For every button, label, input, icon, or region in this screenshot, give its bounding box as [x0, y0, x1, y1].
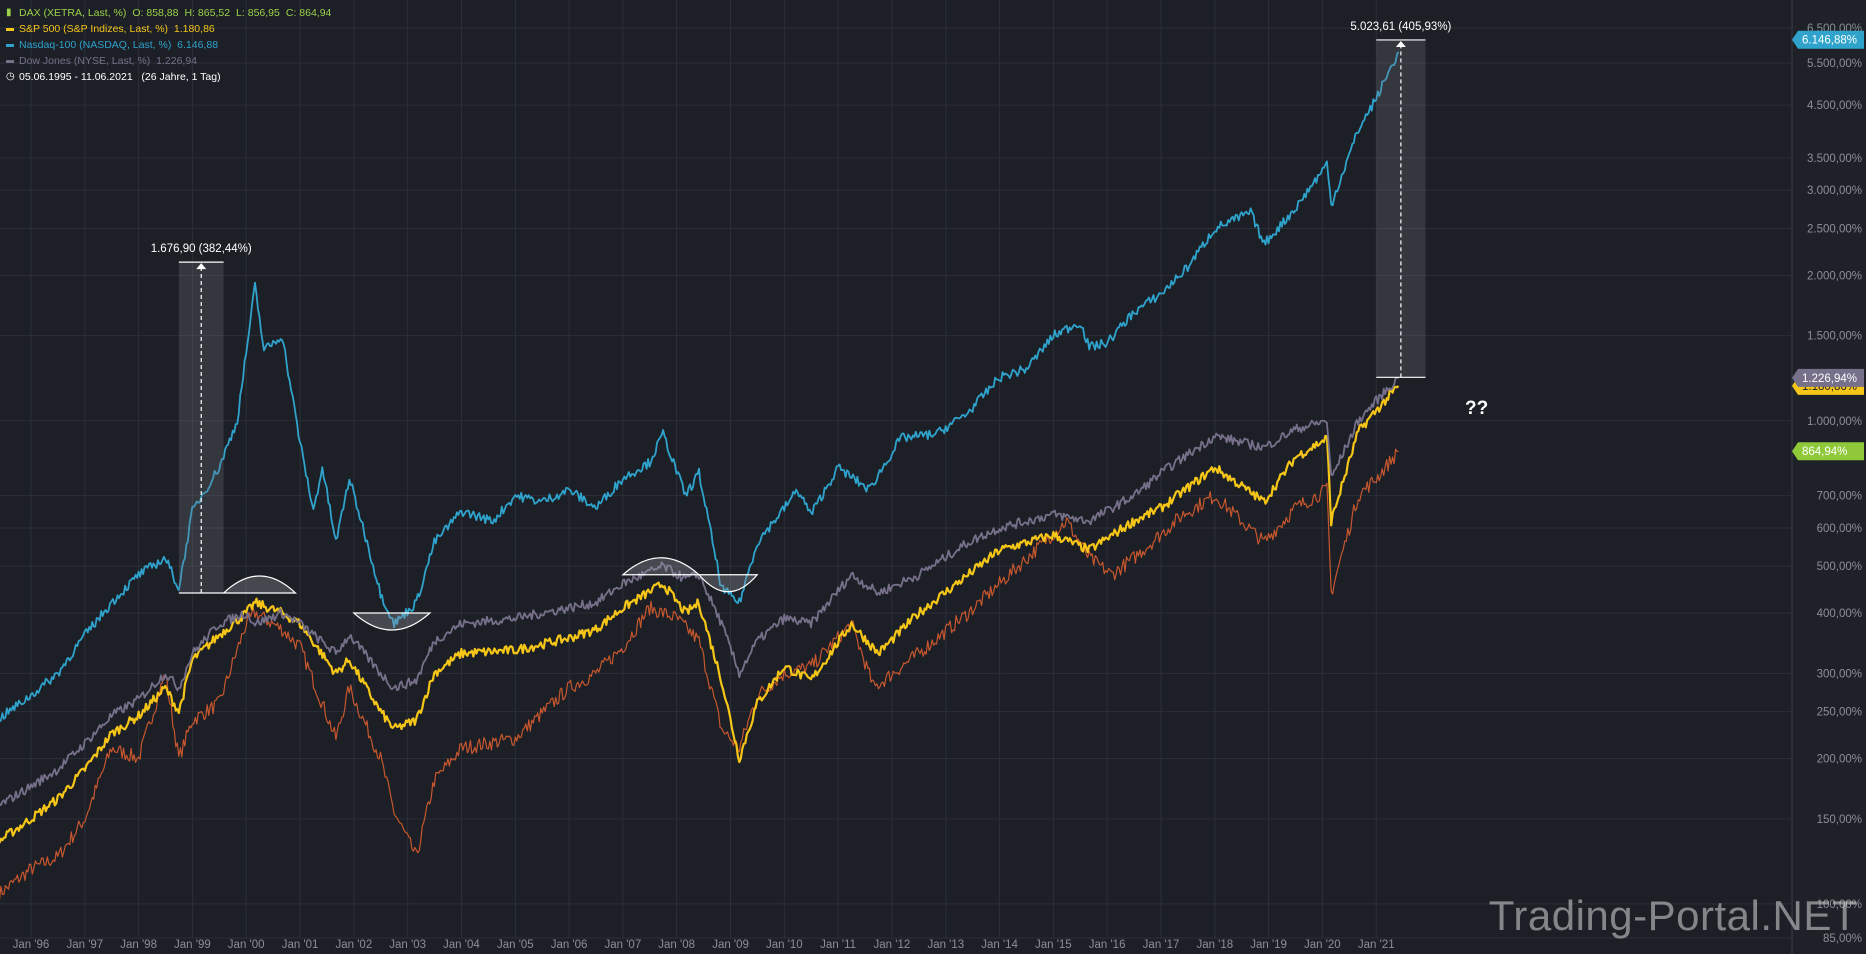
y-tick-label: 3.500,00% [1807, 153, 1862, 165]
y-tick-label: 150,00% [1817, 814, 1862, 826]
x-tick-label: Jan '15 [1035, 939, 1072, 951]
legend-range-span: (26 Jahre, 1 Tag) [141, 71, 221, 83]
y-tick-label: 500,00% [1817, 561, 1862, 573]
y-tick-label: 200,00% [1817, 753, 1862, 765]
x-tick-label: Jan '13 [927, 939, 964, 951]
x-tick-label: Jan '09 [712, 939, 749, 951]
legend-dow-value: 1.226,94 [156, 55, 198, 67]
legend-dow[interactable]: Dow Jones (NYSE, Last, %) 1.226,94 [6, 53, 331, 69]
series-line-dax [0, 448, 1399, 902]
legend-dax-c: 864,94 [299, 7, 332, 19]
range-arrow-head [196, 263, 207, 270]
x-tick-label: Jan '16 [1089, 939, 1126, 951]
pattern-arc [697, 574, 759, 593]
x-tick-label: Jan '01 [282, 939, 319, 951]
x-tick-label: Jan '97 [66, 939, 103, 951]
x-tick-label: Jan '17 [1143, 939, 1180, 951]
x-tick-label: Jan '12 [874, 939, 911, 951]
legend-dax-l-label: L: [236, 7, 245, 19]
price-tag [1792, 442, 1864, 461]
pattern-arc [222, 575, 298, 594]
candlestick-icon: ▮ [6, 7, 12, 18]
legend-dax-o-label: O: [132, 7, 144, 19]
x-tick-label: Jan '02 [336, 939, 373, 951]
nasdaq-swatch-icon [6, 43, 14, 47]
price-tag-label: 6.146,88% [1802, 35, 1857, 47]
y-tick-label: 300,00% [1817, 668, 1862, 680]
x-tick-label: Jan '05 [497, 939, 534, 951]
clock-icon: ◷ [6, 71, 15, 82]
y-tick-label: 100,00% [1817, 899, 1862, 911]
legend-dax-c-label: C: [285, 7, 297, 19]
dow-swatch-icon [6, 59, 14, 63]
y-tick-label: 400,00% [1817, 608, 1862, 620]
price-tag [1792, 30, 1864, 49]
y-tick-label: 250,00% [1817, 707, 1862, 719]
x-tick-label: Jan '19 [1250, 939, 1287, 951]
x-tick-label: Jan '03 [389, 939, 426, 951]
x-tick-label: Jan '10 [766, 939, 803, 951]
y-axis-panel [1792, 0, 1866, 954]
y-tick-label: 85,00% [1823, 933, 1862, 945]
watermark: Trading-Portal.NET [1488, 892, 1858, 939]
range-label: 5.023,61 (405,93%) [1350, 21, 1451, 33]
y-tick-label: 5.500,00% [1807, 58, 1862, 70]
legend-dax-o: 858,88 [146, 7, 179, 19]
x-tick-label: Jan '04 [443, 939, 480, 951]
x-tick-label: Jan '21 [1358, 939, 1395, 951]
x-tick-label: Jan '00 [228, 939, 265, 951]
x-tick-label: Jan '07 [605, 939, 642, 951]
legend-sp500-value: 1.180,86 [173, 23, 215, 35]
legend-nasdaq-value: 6.146,88 [177, 39, 219, 51]
sp500-swatch-icon [6, 27, 14, 31]
x-tick-label: Jan '96 [13, 939, 50, 951]
legend-dax-h: 865,52 [197, 7, 231, 19]
x-tick-label: Jan '99 [174, 939, 211, 951]
legend-sp500[interactable]: S&P 500 (S&P Indizes, Last, %) 1.180,86 [6, 21, 331, 37]
legend-nasdaq[interactable]: Nasdaq-100 (NASDAQ, Last, %) 6.146,88 [6, 37, 331, 53]
x-tick-label: Jan '98 [120, 939, 157, 951]
y-tick-label: 4.500,00% [1807, 100, 1862, 112]
range-arrow-head [1395, 40, 1406, 47]
y-tick-label: 1.500,00% [1807, 331, 1862, 343]
legend-dax-h-label: H: [184, 7, 196, 19]
legend-nasdaq-name: Nasdaq-100 (NASDAQ, Last, %) [19, 39, 172, 51]
legend-range[interactable]: ◷ 05.06.1995 - 11.06.2021 (26 Jahre, 1 T… [6, 69, 331, 85]
x-tick-label: Jan '08 [658, 939, 695, 951]
legend-sp500-name: S&P 500 (S&P Indizes, Last, %) [19, 23, 169, 35]
y-tick-label: 2.000,00% [1807, 270, 1862, 282]
x-tick-label: Jan '18 [1196, 939, 1233, 951]
price-tag-label: 864,94% [1802, 446, 1847, 458]
range-label: 1.676,90 (382,44%) [151, 243, 252, 255]
x-tick-label: Jan '11 [820, 939, 856, 951]
price-tag [1792, 368, 1864, 387]
series-line-dow-jones [0, 376, 1399, 806]
question-annotation: ?? [1465, 398, 1489, 419]
legend-dax-l: 856,95 [247, 7, 280, 19]
legend-dax-name: DAX (XETRA, Last, %) [19, 7, 127, 19]
x-tick-label: Jan '06 [551, 939, 588, 951]
series-line-nasdaq-100 [0, 51, 1400, 723]
y-tick-label: 700,00% [1817, 491, 1862, 503]
pattern-arc [352, 612, 432, 631]
x-tick-label: Jan '14 [981, 939, 1018, 951]
legend-dax[interactable]: ▮ DAX (XETRA, Last, %) O: 858,88 H: 865,… [6, 5, 331, 21]
pattern-arc [621, 557, 701, 576]
legend-range-dates: 05.06.1995 - 11.06.2021 [19, 71, 133, 83]
legend: ▮ DAX (XETRA, Last, %) O: 858,88 H: 865,… [6, 5, 331, 85]
y-tick-label: 3.000,00% [1807, 185, 1862, 197]
series-line-s-p-500 [0, 385, 1400, 844]
legend-dow-name: Dow Jones (NYSE, Last, %) [19, 55, 151, 67]
y-tick-label: 600,00% [1817, 523, 1862, 535]
y-tick-label: 1.000,00% [1807, 416, 1862, 428]
y-tick-label: 2.500,00% [1807, 223, 1862, 235]
x-tick-label: Jan '20 [1304, 939, 1341, 951]
price-tag-label: 1.226,94% [1802, 373, 1857, 385]
